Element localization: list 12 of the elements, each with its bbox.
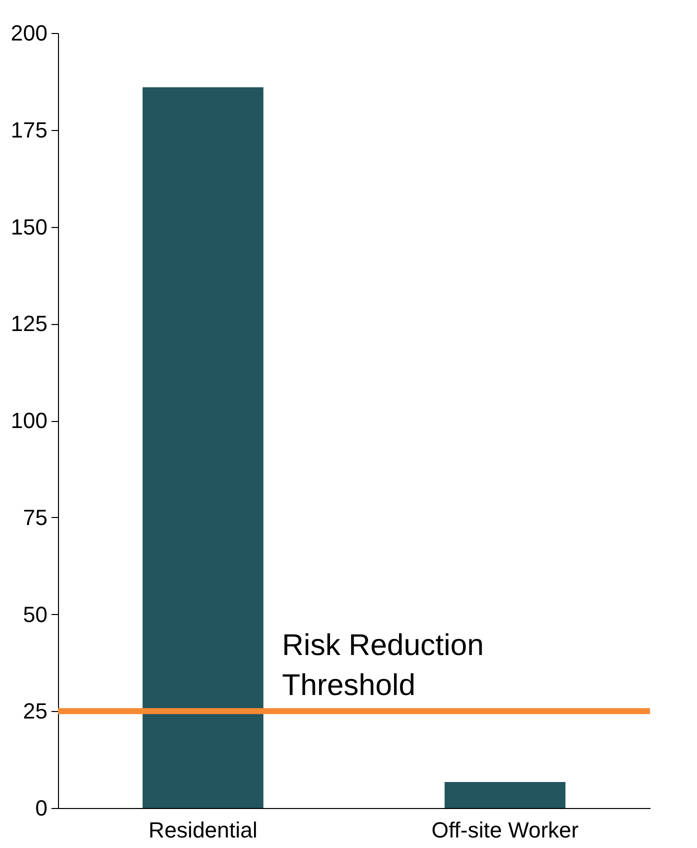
y-tick-label: 25 (23, 698, 48, 724)
y-tick-label: 100 (10, 408, 48, 433)
y-tick-label: 75 (23, 504, 48, 530)
ref-line-label: Risk Reduction Threshold (282, 629, 484, 702)
y-tick-label: 200 (10, 20, 48, 46)
x-tick-label: Off-site Worker (431, 818, 579, 842)
y-tick-label: 150 (10, 214, 48, 240)
y-tick-label: 125 (10, 311, 48, 336)
y-tick-label: 0 (35, 796, 48, 820)
y-tick-label: 50 (23, 602, 48, 627)
y-tick-label: 175 (10, 117, 48, 142)
x-tick-label: Residential (148, 818, 258, 842)
